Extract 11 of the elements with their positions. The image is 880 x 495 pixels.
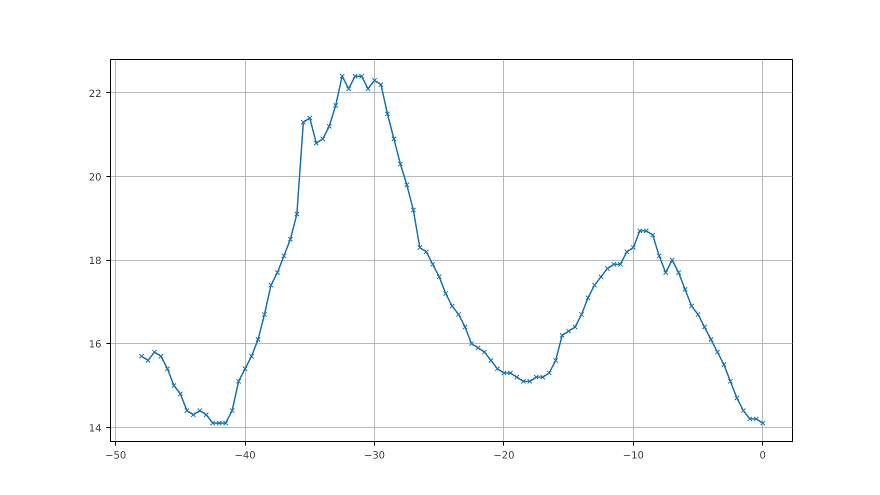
y-tick-label: 14: [88, 423, 102, 434]
x-tick-label: −30: [364, 450, 386, 462]
x-tick-label: −10: [622, 450, 644, 462]
y-tick-label: 20: [88, 172, 102, 184]
y-tick-label: 16: [88, 340, 102, 351]
x-tick-label: −20: [493, 450, 514, 462]
y-tick-label: 18: [88, 256, 102, 268]
y-tick-label: 22: [88, 88, 102, 100]
x-tick-label: −50: [105, 450, 126, 462]
x-tick-label: 0: [760, 450, 766, 462]
x-tick-label: −40: [234, 450, 256, 462]
